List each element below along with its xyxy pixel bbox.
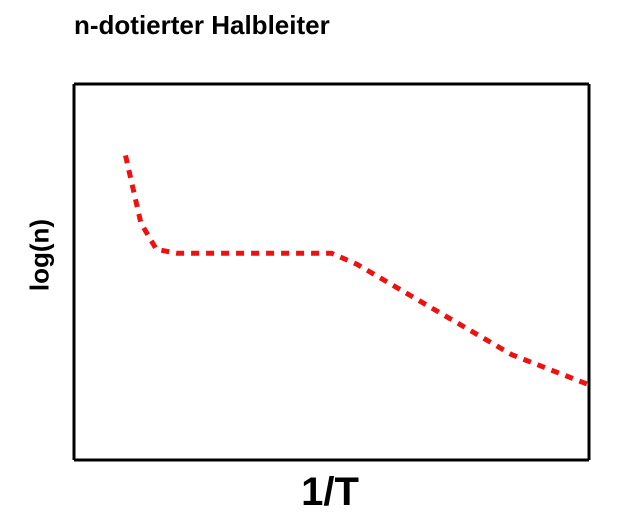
series-line-0 [123, 154, 590, 388]
plot-frame [72, 82, 591, 462]
y-axis-label: log(n) [24, 218, 55, 292]
chart-title: n-dotierter Halbleiter [74, 10, 330, 40]
x-axis-label: 1/T [301, 470, 359, 514]
series-layer [123, 154, 590, 388]
